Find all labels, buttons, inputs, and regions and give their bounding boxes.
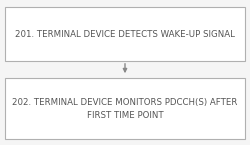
Text: 202. TERMINAL DEVICE MONITORS PDCCH(S) AFTER
FIRST TIME POINT: 202. TERMINAL DEVICE MONITORS PDCCH(S) A… [12,98,238,119]
FancyBboxPatch shape [5,78,245,139]
Text: 201. TERMINAL DEVICE DETECTS WAKE-UP SIGNAL: 201. TERMINAL DEVICE DETECTS WAKE-UP SIG… [15,30,235,39]
FancyBboxPatch shape [5,7,245,61]
